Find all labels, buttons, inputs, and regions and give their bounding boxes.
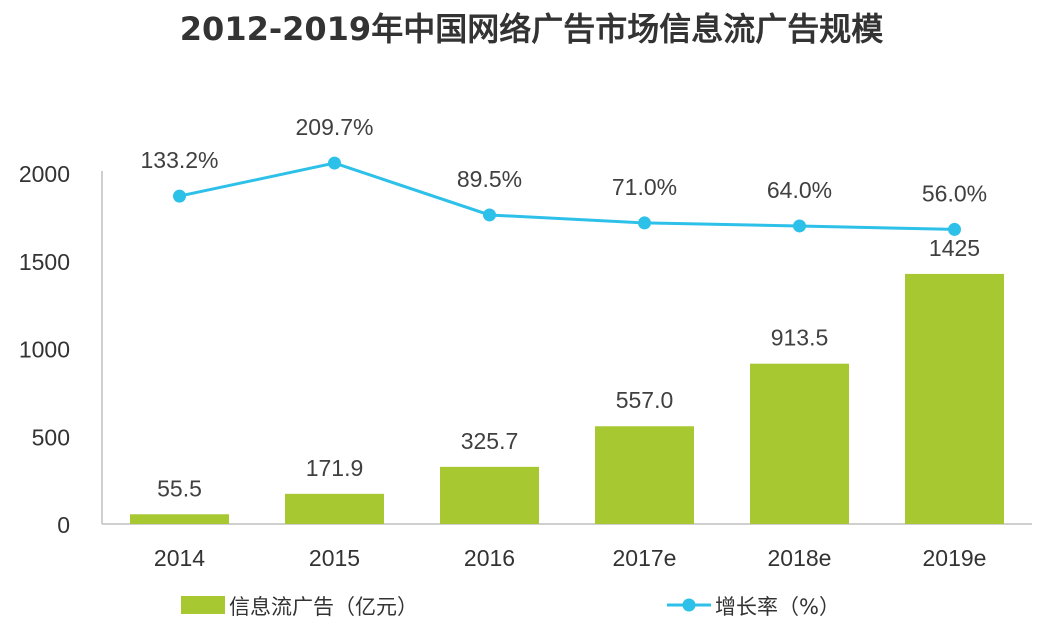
y-tick-label: 1500: [19, 249, 70, 275]
bar: [285, 493, 384, 524]
bar: [905, 273, 1004, 524]
legend-bar-swatch: [181, 596, 225, 614]
y-tick-label: 500: [32, 424, 70, 450]
x-tick-label: 2019e: [923, 545, 987, 571]
growth-line: [179, 161, 955, 231]
legend-bar-label: 信息流广告（亿元）: [229, 595, 418, 619]
growth-data-label: 209.7%: [295, 114, 373, 140]
growth-point: [483, 208, 496, 222]
chart-title: 2012-2019年中国网络广告市场信息流广告规模: [179, 10, 884, 48]
x-tick-label: 2014: [154, 545, 205, 571]
x-tick-label: 2018e: [768, 545, 832, 571]
growth-point: [793, 219, 806, 233]
bar: [440, 466, 539, 524]
bar-data-label: 1425: [929, 235, 980, 261]
bar: [595, 426, 694, 524]
growth-point: [948, 222, 961, 236]
growth-data-label: 133.2%: [140, 147, 218, 173]
y-tick-label: 0: [57, 512, 70, 538]
y-tick-label: 2000: [19, 161, 70, 187]
x-tick-label: 2015: [309, 545, 360, 571]
bar-data-label: 55.5: [157, 475, 202, 501]
bar-data-label: 325.7: [461, 428, 519, 454]
growth-data-label: 89.5%: [457, 166, 522, 192]
growth-data-label: 56.0%: [922, 180, 987, 206]
bar: [130, 514, 229, 524]
growth-data-label: 64.0%: [767, 177, 832, 203]
growth-data-label: 71.0%: [612, 174, 677, 200]
growth-point: [328, 156, 341, 170]
growth-point: [638, 216, 651, 230]
legend-line-marker: [682, 598, 696, 612]
bar: [750, 363, 849, 524]
bar-data-label: 557.0: [616, 387, 674, 413]
bar-data-label: 171.9: [306, 455, 364, 481]
legend-line-label: 增长率（%）: [715, 595, 840, 619]
bar-data-label: 913.5: [771, 325, 829, 351]
y-tick-label: 1000: [19, 337, 70, 363]
growth-point: [173, 189, 186, 203]
x-tick-label: 2016: [464, 545, 515, 571]
x-tick-label: 2017e: [613, 545, 677, 571]
